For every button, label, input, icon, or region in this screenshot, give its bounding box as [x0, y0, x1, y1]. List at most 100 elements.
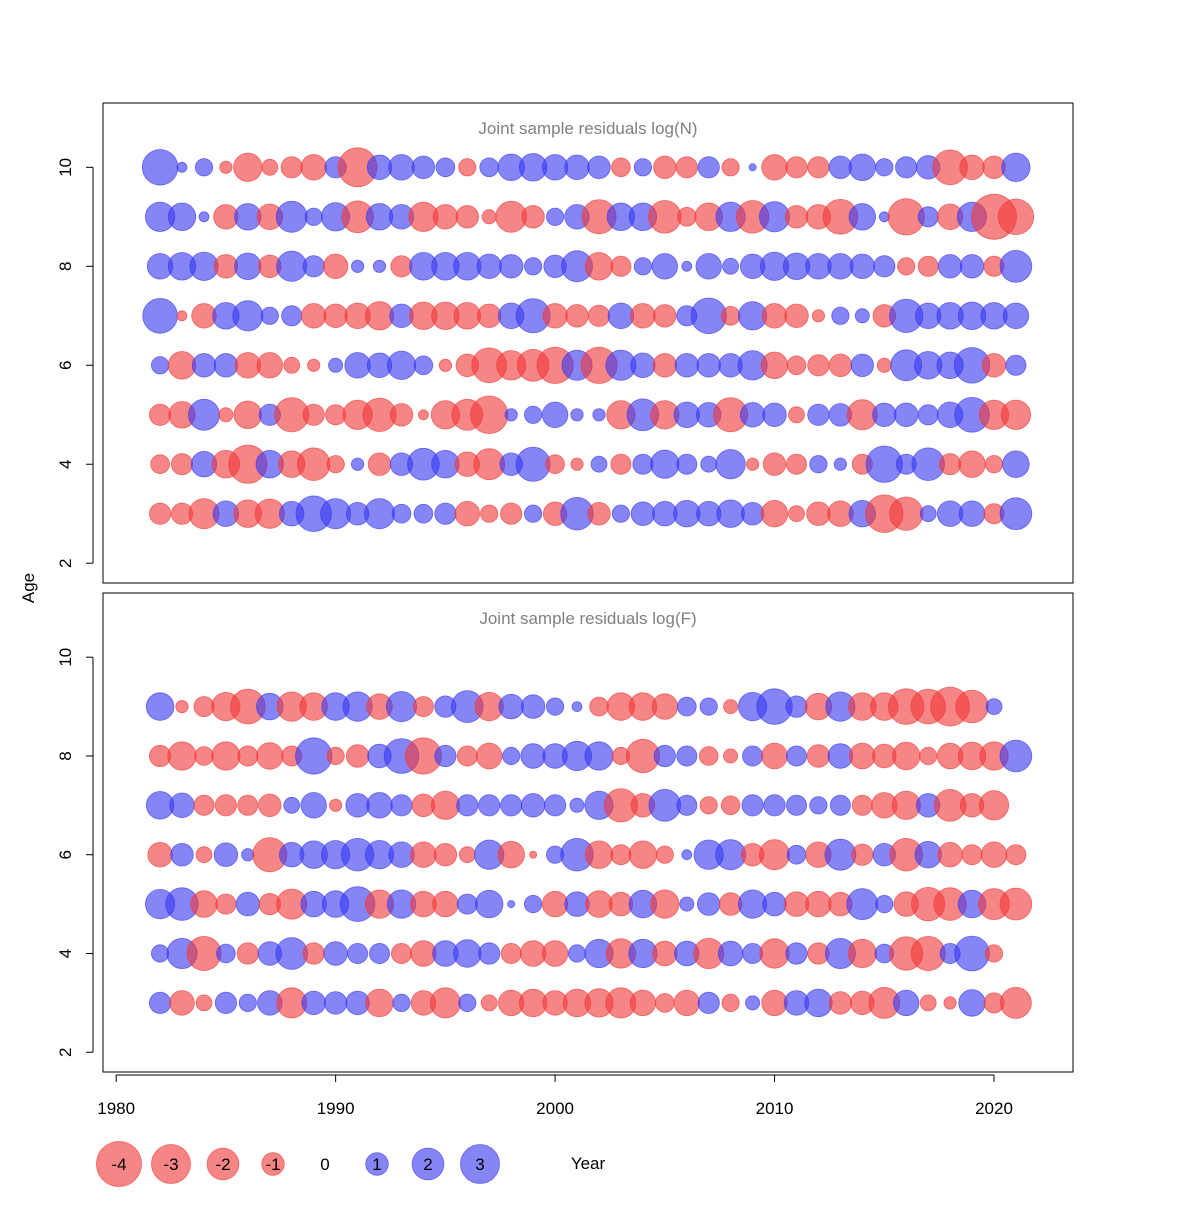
residual-bubble — [984, 455, 1004, 474]
x-axis-label: Year — [571, 1154, 606, 1173]
residual-bubble — [388, 154, 415, 181]
residual-bubble — [434, 502, 457, 525]
residual-bubble — [476, 742, 503, 770]
residual-bubble — [195, 846, 213, 864]
residual-bubble — [650, 449, 680, 479]
residual-bubble — [999, 249, 1033, 283]
residual-bubble — [809, 455, 828, 474]
residual-bubble — [1001, 152, 1031, 182]
residual-bubble — [302, 255, 325, 278]
residual-bubble — [674, 353, 700, 378]
panel-2: Joint sample residuals log(F) 2 4 6 8 10 — [56, 592, 1074, 1073]
legend-bubble — [206, 1147, 240, 1181]
x-tick-label: 1990 — [317, 1099, 355, 1118]
residual-bubble — [520, 793, 546, 818]
residual-bubble — [697, 892, 721, 916]
residual-bubble — [368, 943, 390, 965]
legend-label: -2 — [215, 1155, 230, 1174]
residual-bubble — [260, 306, 279, 325]
legend-label: 2 — [423, 1155, 432, 1174]
residual-bubble — [761, 742, 788, 770]
bubbles — [145, 686, 1033, 1019]
residual-bubble — [430, 790, 460, 820]
legend-bubble — [460, 1144, 500, 1184]
residual-bubble — [323, 941, 348, 966]
residual-bubble — [584, 840, 614, 869]
residual-bubble — [788, 505, 805, 523]
residual-bubble — [762, 402, 787, 428]
residual-bubble — [717, 940, 744, 967]
residual-bubble — [328, 798, 343, 812]
y-tick-label: 2 — [56, 558, 75, 567]
panel-1: Joint sample residuals log(N) 2 4 6 8 10 — [56, 102, 1074, 584]
residual-bubble — [785, 942, 808, 965]
legend-item: 3 — [460, 1144, 500, 1184]
residual-bubble — [391, 503, 412, 524]
residual-bubble — [326, 455, 345, 474]
y-tick-label: 4 — [56, 949, 75, 958]
residual-bubble — [477, 303, 502, 329]
residual-bubble — [761, 989, 788, 1017]
residual-bubble — [610, 844, 632, 866]
residual-bubble — [980, 841, 1008, 868]
residual-bubble — [256, 352, 284, 379]
residual-bubble — [504, 408, 518, 422]
residual-bubble — [385, 691, 417, 723]
residual-bubble — [432, 204, 459, 230]
residual-bubble — [283, 356, 301, 374]
residual-bubble — [326, 746, 345, 766]
residual-bubble — [784, 303, 809, 329]
residual-bubble — [167, 741, 197, 771]
residual-bubble — [700, 455, 718, 473]
residual-bubble — [167, 202, 197, 232]
residual-bubble — [673, 401, 701, 429]
residual-bubble — [345, 744, 370, 768]
legend-item: -2 — [206, 1147, 240, 1181]
residual-bubble — [456, 745, 478, 767]
residual-bubble — [233, 152, 263, 182]
legend-item: -3 — [151, 1144, 191, 1184]
residual-bubble — [783, 891, 810, 917]
residual-bubble — [697, 991, 720, 1015]
legend-item: 2 — [411, 1147, 445, 1181]
y-tick-label: 10 — [56, 648, 75, 667]
residual-bubble — [520, 694, 546, 719]
residual-bubble — [745, 995, 761, 1011]
residual-bubble — [176, 310, 188, 322]
legend-item: 1 — [365, 1152, 389, 1176]
residual-bubble — [456, 794, 479, 817]
residual-bubble — [499, 254, 524, 279]
residual-bubble — [350, 457, 365, 471]
residual-bubble — [648, 200, 682, 234]
residual-bubble — [211, 741, 241, 771]
residual-bubble — [833, 457, 848, 471]
residual-bubble — [699, 796, 718, 815]
residual-bubble — [585, 890, 613, 918]
residual-bubble — [675, 156, 698, 179]
residual-bubble — [651, 693, 679, 720]
residual-bubble — [238, 993, 257, 1013]
y-tick-label: 6 — [56, 361, 75, 370]
residual-bubble — [809, 796, 828, 815]
residual-bubble — [1005, 354, 1027, 376]
x-tick-label: 2020 — [975, 1099, 1013, 1118]
residual-bubble — [587, 502, 611, 526]
residual-bubble — [784, 205, 809, 229]
residual-bubble — [190, 890, 218, 918]
residual-bubble — [145, 692, 175, 721]
residual-bubble — [676, 453, 698, 475]
residual-bubble — [167, 351, 197, 380]
residual-bubble — [959, 154, 985, 181]
residual-bubble — [350, 259, 365, 273]
residual-bubble — [892, 741, 921, 771]
residual-bubble — [630, 303, 656, 329]
residual-bubble — [438, 358, 452, 372]
residual-bubble — [301, 990, 326, 1016]
residual-bubble — [655, 845, 674, 864]
x-axis: 1980 1990 2000 2010 2020 — [97, 1074, 1013, 1118]
residual-bubble — [828, 991, 853, 1015]
residual-bubble — [760, 500, 789, 528]
legend-label: -4 — [111, 1155, 126, 1174]
residual-bubble — [827, 743, 854, 769]
